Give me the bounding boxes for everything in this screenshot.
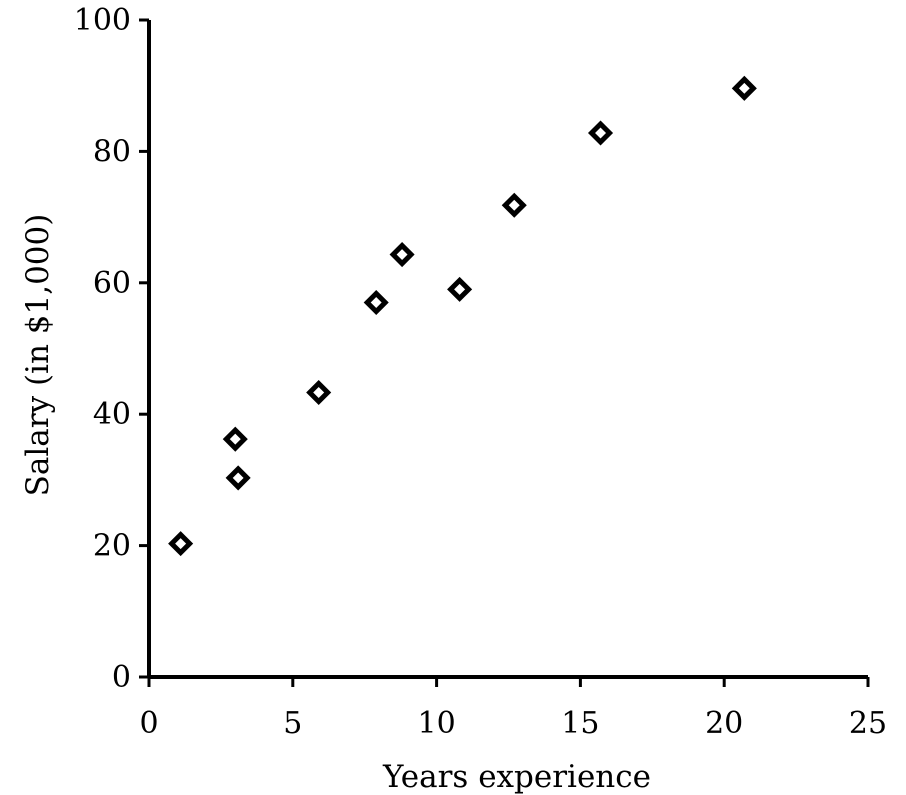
x-tick-label: 15 bbox=[561, 706, 599, 741]
y-tick-label: 60 bbox=[93, 266, 131, 301]
data-point bbox=[168, 531, 194, 557]
y-tick-label: 80 bbox=[93, 134, 131, 169]
data-point bbox=[306, 379, 332, 406]
data-point bbox=[731, 75, 757, 101]
x-tick-label: 0 bbox=[139, 706, 158, 741]
data-point bbox=[222, 426, 248, 452]
x-tick-label: 20 bbox=[705, 706, 743, 741]
data-point bbox=[389, 242, 415, 268]
x-tick-label: 25 bbox=[849, 706, 887, 741]
y-tick-label: 0 bbox=[112, 660, 131, 695]
data-point bbox=[447, 276, 473, 302]
y-axis-ticks: 0 20 40 60 80 100 bbox=[74, 3, 149, 695]
data-point bbox=[587, 120, 614, 146]
x-tick-label: 5 bbox=[283, 706, 302, 741]
y-tick-label: 40 bbox=[93, 397, 131, 432]
axes bbox=[147, 20, 868, 679]
x-tick-label: 10 bbox=[418, 706, 456, 741]
data-point bbox=[363, 289, 389, 316]
x-axis-ticks: 0 5 10 15 20 25 bbox=[139, 677, 887, 741]
x-axis-label: Years experience bbox=[382, 759, 651, 795]
data-points bbox=[168, 75, 757, 557]
y-tick-label: 100 bbox=[74, 3, 131, 38]
data-point bbox=[501, 192, 527, 218]
data-point bbox=[225, 465, 251, 491]
y-tick-label: 20 bbox=[93, 529, 131, 564]
y-axis-label: Salary (in $1,000) bbox=[20, 214, 56, 497]
